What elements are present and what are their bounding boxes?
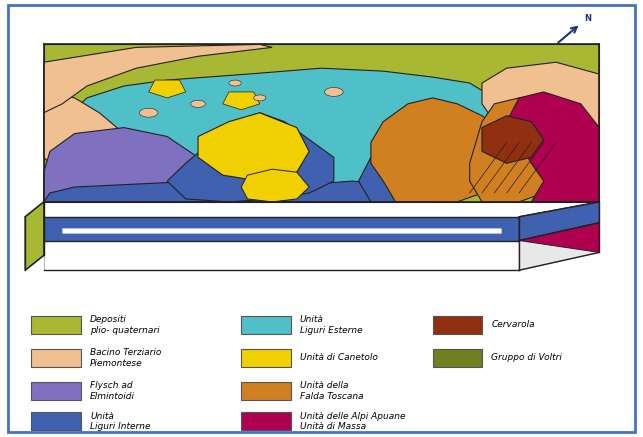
Polygon shape (519, 202, 599, 270)
Polygon shape (44, 92, 149, 187)
Text: Flysch ad
Elmintoidi: Flysch ad Elmintoidi (90, 381, 135, 400)
Polygon shape (44, 181, 433, 202)
Polygon shape (359, 142, 469, 202)
Text: Depositi
plio- quaternari: Depositi plio- quaternari (90, 315, 159, 335)
Text: Unità di Canetolo: Unità di Canetolo (300, 354, 378, 362)
Polygon shape (507, 92, 599, 202)
Polygon shape (50, 68, 507, 202)
Polygon shape (222, 92, 260, 110)
Polygon shape (25, 202, 44, 270)
Text: Unità
Liguri Interne: Unità Liguri Interne (90, 412, 150, 431)
Circle shape (140, 108, 158, 117)
Polygon shape (519, 223, 599, 253)
Polygon shape (519, 202, 599, 240)
FancyBboxPatch shape (32, 349, 81, 367)
FancyBboxPatch shape (433, 316, 482, 334)
Polygon shape (482, 62, 599, 142)
Polygon shape (241, 169, 309, 202)
Polygon shape (198, 113, 309, 181)
Text: Bacino Terziario
Piemontese: Bacino Terziario Piemontese (90, 348, 161, 368)
FancyBboxPatch shape (32, 413, 81, 430)
Circle shape (190, 100, 206, 108)
Circle shape (229, 80, 241, 86)
Polygon shape (44, 45, 272, 113)
Polygon shape (395, 116, 445, 142)
Text: Unità della
Falda Toscana: Unità della Falda Toscana (300, 381, 363, 400)
Polygon shape (44, 217, 519, 240)
Text: Cervarola: Cervarola (491, 320, 535, 329)
Text: Unità
Liguri Esterne: Unità Liguri Esterne (300, 315, 363, 335)
Polygon shape (167, 113, 334, 202)
Polygon shape (44, 128, 210, 202)
Polygon shape (44, 217, 519, 270)
Text: N: N (584, 14, 591, 23)
FancyBboxPatch shape (241, 413, 291, 430)
Polygon shape (469, 98, 581, 202)
Circle shape (253, 95, 266, 101)
Circle shape (325, 87, 343, 97)
Polygon shape (149, 80, 186, 98)
FancyBboxPatch shape (32, 316, 81, 334)
FancyBboxPatch shape (241, 349, 291, 367)
Polygon shape (482, 116, 544, 163)
FancyBboxPatch shape (241, 382, 291, 400)
Text: Unità delle Alpi Apuane
Unità di Massa: Unità delle Alpi Apuane Unità di Massa (300, 412, 405, 431)
Text: Gruppo di Voltri: Gruppo di Voltri (491, 354, 562, 362)
FancyBboxPatch shape (433, 349, 482, 367)
Polygon shape (25, 202, 44, 270)
Polygon shape (62, 228, 500, 233)
Polygon shape (371, 98, 519, 202)
FancyBboxPatch shape (32, 382, 81, 400)
Polygon shape (44, 45, 599, 202)
Polygon shape (248, 128, 284, 146)
FancyBboxPatch shape (241, 316, 291, 334)
